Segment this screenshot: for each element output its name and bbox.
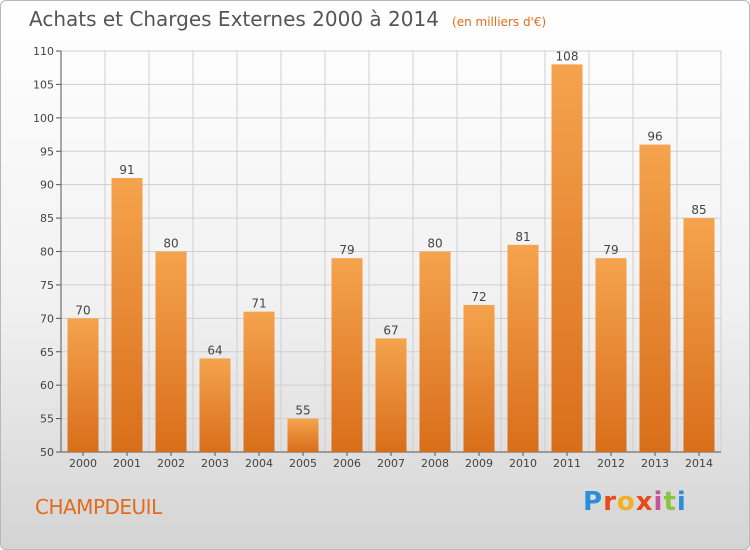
x-tick-label-2008: 2008 bbox=[421, 457, 449, 470]
bar-2000 bbox=[67, 318, 99, 452]
bar-2009 bbox=[463, 304, 495, 452]
data-label-2008: 80 bbox=[427, 237, 442, 251]
data-label-2001: 91 bbox=[119, 163, 134, 177]
x-tick-label-2004: 2004 bbox=[245, 457, 273, 470]
bar-2010 bbox=[507, 244, 539, 452]
data-label-2013: 96 bbox=[647, 130, 662, 144]
commune-name: CHAMPDEUIL bbox=[35, 495, 162, 519]
y-tick-label: 95 bbox=[40, 145, 54, 158]
bar-2012 bbox=[595, 258, 627, 452]
chart-title: Achats et Charges Externes 2000 à 2014 bbox=[29, 7, 439, 31]
x-tick-label-2014: 2014 bbox=[685, 457, 713, 470]
y-tick-label: 50 bbox=[40, 446, 54, 459]
bars bbox=[67, 64, 715, 453]
data-label-2003: 64 bbox=[207, 343, 222, 357]
y-tick-label: 80 bbox=[40, 246, 54, 259]
x-tick-label-2007: 2007 bbox=[377, 457, 405, 470]
bar-2005 bbox=[287, 418, 319, 452]
x-tick-label-2000: 2000 bbox=[69, 457, 97, 470]
data-label-2006: 79 bbox=[339, 243, 354, 257]
x-tick-label-2006: 2006 bbox=[333, 457, 361, 470]
bar-2014 bbox=[683, 218, 715, 452]
y-tick-label: 85 bbox=[40, 212, 54, 225]
x-tick-label-2005: 2005 bbox=[289, 457, 317, 470]
x-tick-label-2011: 2011 bbox=[553, 457, 581, 470]
x-tick-label-2002: 2002 bbox=[157, 457, 185, 470]
bar-2003 bbox=[199, 358, 231, 452]
bar-2008 bbox=[419, 251, 451, 452]
bar-2001 bbox=[111, 177, 143, 452]
bar-2002 bbox=[155, 251, 187, 452]
y-tick-label: 100 bbox=[33, 112, 54, 125]
chart-unit: (en milliers d'€) bbox=[452, 15, 547, 29]
bar-2007 bbox=[375, 338, 407, 452]
bar-2006 bbox=[331, 258, 363, 452]
data-label-2014: 85 bbox=[691, 203, 706, 217]
x-tick-label-2003: 2003 bbox=[201, 457, 229, 470]
data-label-2005: 55 bbox=[295, 404, 310, 418]
y-tick-label: 110 bbox=[33, 45, 54, 58]
x-tick-label-2013: 2013 bbox=[641, 457, 669, 470]
data-label-2012: 79 bbox=[603, 243, 618, 257]
y-tick-label: 60 bbox=[40, 379, 54, 392]
y-tick-label: 70 bbox=[40, 312, 54, 325]
labels: 70 91 80 64 71 55 79 67 80 72 81 108 79 96 85 bbox=[75, 49, 706, 417]
y-tick-label: 105 bbox=[33, 78, 54, 91]
data-label-2004: 71 bbox=[251, 297, 266, 311]
data-label-2009: 72 bbox=[471, 290, 486, 304]
data-label-2007: 67 bbox=[383, 323, 398, 337]
y-tick-label: 65 bbox=[40, 346, 54, 359]
y-tick-label: 75 bbox=[40, 279, 54, 292]
data-label-2011: 108 bbox=[556, 49, 579, 63]
title-row: Achats et Charges Externes 2000 à 2014 (… bbox=[29, 7, 546, 31]
x-tick-label-2009: 2009 bbox=[465, 457, 493, 470]
data-label-2000: 70 bbox=[75, 303, 90, 317]
x-tick-label-2001: 2001 bbox=[113, 457, 141, 470]
proxiti-logo: Proxiti bbox=[583, 487, 687, 517]
y-tick-label: 90 bbox=[40, 179, 54, 192]
bar-2013 bbox=[639, 144, 671, 453]
data-label-2002: 80 bbox=[163, 237, 178, 251]
bar-2004 bbox=[243, 311, 275, 452]
bar-2011 bbox=[551, 64, 583, 452]
y-tick-label: 55 bbox=[40, 413, 54, 426]
x-tick-label-2012: 2012 bbox=[597, 457, 625, 470]
x-tick-label-2010: 2010 bbox=[509, 457, 537, 470]
data-label-2010: 81 bbox=[515, 230, 530, 244]
